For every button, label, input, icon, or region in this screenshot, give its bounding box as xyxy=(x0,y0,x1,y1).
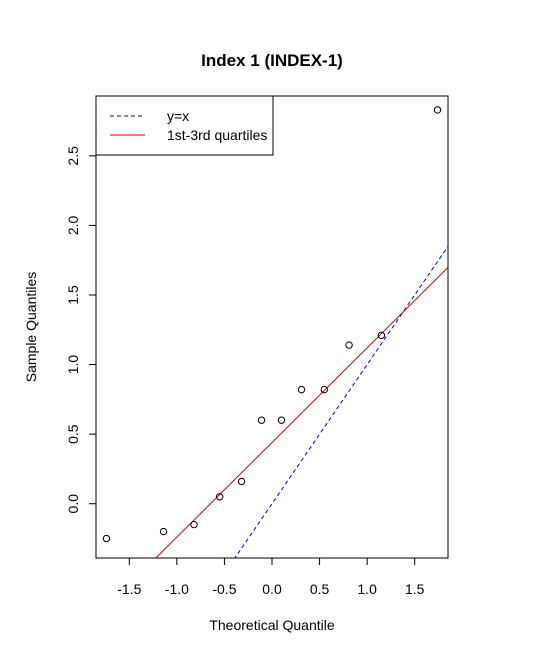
chart-title: Index 1 (INDEX-1) xyxy=(201,51,343,70)
legend: y=x 1st-3rd quartiles xyxy=(95,95,274,156)
x-tick-label: 0.5 xyxy=(310,581,330,597)
identity-line xyxy=(234,245,448,558)
legend-label-quartiles: 1st-3rd quartiles xyxy=(167,127,267,143)
data-point xyxy=(320,385,329,394)
data-point xyxy=(159,527,168,536)
y-tick-label: 0.5 xyxy=(65,424,81,444)
data-point xyxy=(102,534,111,543)
y-tick-label: 1.5 xyxy=(65,285,81,305)
reference-lines xyxy=(155,245,448,558)
y-axis: 0.0 0.5 1.0 1.5 2.0 2.5 xyxy=(65,146,97,514)
x-tick-label: -1.0 xyxy=(165,581,189,597)
data-point xyxy=(215,493,224,501)
x-tick-label: 0.0 xyxy=(262,581,282,597)
data-point xyxy=(377,331,386,340)
data-point xyxy=(257,416,266,424)
data-point xyxy=(433,106,442,114)
x-axis: -1.5 -1.0 -0.5 0.0 0.5 1.0 1.5 xyxy=(117,557,425,597)
plot-frame xyxy=(95,95,449,559)
data-point xyxy=(297,385,306,394)
x-tick-label: -0.5 xyxy=(212,581,236,597)
y-tick-label: 2.5 xyxy=(65,146,81,166)
quartile-line xyxy=(155,266,448,558)
x-tick-label: -1.5 xyxy=(117,581,141,597)
y-tick-label: 1.0 xyxy=(65,355,81,375)
x-tick-label: 1.5 xyxy=(405,581,425,597)
legend-box xyxy=(95,95,274,156)
data-point xyxy=(345,341,353,349)
data-point xyxy=(277,416,286,424)
x-axis-label: Theoretical Quantile xyxy=(209,617,335,633)
y-axis-label: Sample Quantiles xyxy=(23,272,39,383)
data-point xyxy=(237,477,246,486)
data-points xyxy=(102,106,442,543)
y-tick-label: 0.0 xyxy=(65,494,81,514)
data-point xyxy=(190,520,198,529)
legend-label-y-equals-x: y=x xyxy=(167,108,189,124)
y-tick-label: 2.0 xyxy=(65,215,81,235)
x-tick-label: 1.0 xyxy=(357,581,377,597)
